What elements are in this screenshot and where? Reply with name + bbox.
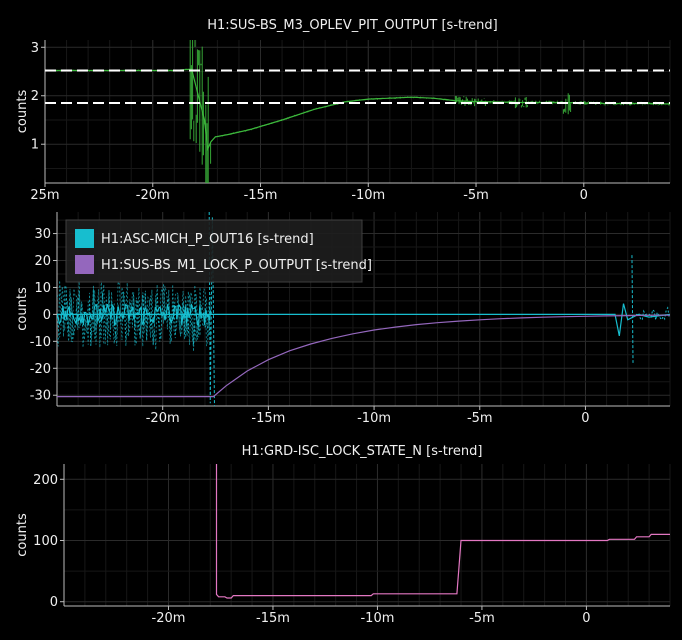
plot-area [215, 464, 670, 599]
legend: H1:ASC-MICH_P_OUT16 [s-trend] H1:SUS-BS_M… [65, 219, 372, 283]
x-tick-label: -5m [469, 611, 495, 626]
series-line-2 [57, 314, 670, 398]
series-spike [631, 255, 634, 363]
chart-panel-1: 25m -20m -15m -10m -5m 0 1 2 3 counts H1:SUS-BS_M3… [15, 18, 671, 203]
chart-panel-3: -20m -15m -10m -5m 0 0 100 200 counts H1:GRD-ISC_… [15, 444, 671, 626]
grid [44, 40, 671, 183]
x-tick-label: 0 [581, 411, 589, 426]
y-tick-label: 0 [50, 595, 58, 610]
chart-title: H1:GRD-ISC_LOCK_STATE_N [s-trend] [242, 444, 483, 459]
series-line-1 [57, 303, 670, 337]
series-noise [45, 40, 670, 183]
y-tick-label: 0 [43, 308, 51, 323]
x-tick-label: -5m [467, 411, 493, 426]
x-tick-label: -10m [351, 188, 385, 203]
series-line-1 [215, 464, 670, 599]
chart-panel-2: -20m -15m -10m -5m 0 -30 -20 -10 0 10 20 30 counts H1… [15, 212, 671, 426]
x-tick-label: 25m [30, 188, 59, 203]
grid [63, 464, 671, 606]
legend-label: H1:SUS-BS_M1_LOCK_P_OUTPUT [s-trend] [101, 258, 372, 273]
x-tick-label: 0 [582, 611, 590, 626]
x-tick-label: -10m [357, 411, 391, 426]
x-tick-label: -5m [463, 188, 489, 203]
y-tick-label: 100 [33, 534, 58, 549]
y-tick-label: 2 [31, 89, 39, 104]
y-axis-label: counts [15, 513, 30, 557]
legend-swatch [75, 229, 94, 248]
y-tick-label: 20 [34, 254, 51, 269]
y-tick-label: -30 [30, 389, 51, 404]
x-tick-label: 0 [580, 188, 588, 203]
x-tick-label: -15m [251, 411, 285, 426]
x-tick-label: -15m [244, 188, 278, 203]
series-noise [57, 303, 212, 327]
series-line-1 [45, 68, 670, 152]
plot-area [57, 212, 670, 406]
legend-box [65, 219, 363, 283]
y-tick-label: -20 [30, 362, 51, 377]
x-tick-label: -20m [146, 411, 180, 426]
y-tick-label: 30 [34, 227, 51, 242]
x-tick-label: -10m [360, 611, 394, 626]
series-spike [208, 212, 215, 406]
y-axis-label: counts [15, 287, 30, 331]
x-tick-label: -20m [136, 188, 170, 203]
series-envelope [57, 280, 211, 348]
x-tick-label: -15m [256, 611, 290, 626]
y-tick-label: 1 [31, 138, 39, 153]
x-tick-label: -20m [152, 611, 186, 626]
chart-title: H1:SUS-BS_M3_OPLEV_PIT_OUTPUT [s-trend] [207, 18, 498, 33]
series-envelope [57, 281, 211, 350]
y-axis-label: counts [15, 90, 30, 134]
plot-area [45, 40, 670, 183]
y-tick-label: 10 [34, 281, 51, 296]
y-tick-label: -10 [30, 335, 51, 350]
legend-swatch [75, 255, 94, 274]
y-tick-label: 3 [31, 41, 39, 56]
legend-label: H1:ASC-MICH_P_OUT16 [s-trend] [101, 232, 314, 247]
y-tick-label: 200 [33, 473, 58, 488]
